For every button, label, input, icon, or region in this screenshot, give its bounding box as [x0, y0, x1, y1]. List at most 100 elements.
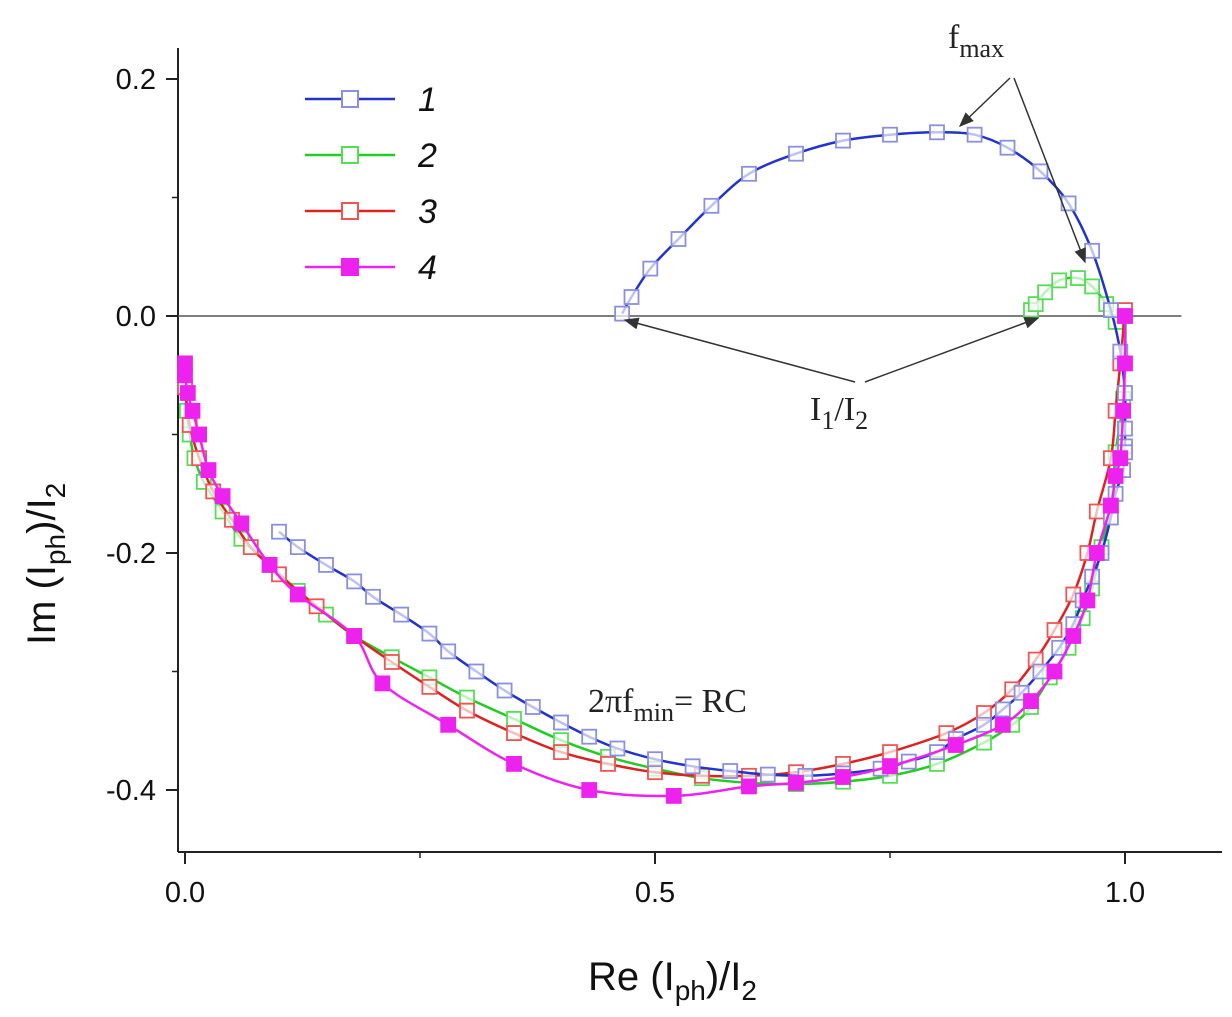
- series-4-point: [1088, 545, 1105, 561]
- series-3-point: [553, 744, 569, 760]
- legend-swatch-marker: [341, 258, 359, 276]
- series-4-point: [741, 778, 757, 795]
- i1i2-arrow-1: [623, 317, 856, 383]
- series-4-point: [1117, 308, 1133, 324]
- legend-item-4: 4: [305, 249, 437, 287]
- series-1-point: [966, 126, 983, 143]
- series-4: [177, 308, 1133, 804]
- series-3-point: [647, 764, 663, 781]
- series-1-point: [741, 165, 757, 182]
- series-1-point: [882, 126, 898, 143]
- series-2-point: [1027, 296, 1044, 313]
- series-3-point: [1046, 622, 1063, 638]
- series-1-point: [346, 573, 363, 590]
- annotation-fmax: fmax: [948, 19, 1086, 264]
- x-axis-title: Re (Iph)/I2: [588, 955, 757, 1006]
- legend-label: 2: [417, 137, 437, 175]
- series-3-point: [383, 654, 400, 670]
- series-4-point: [233, 515, 250, 532]
- y-tick-label: 0.2: [116, 64, 156, 96]
- series-4-point: [374, 675, 391, 692]
- series-1-point: [496, 682, 513, 699]
- series-1-point: [1084, 242, 1100, 259]
- series-2-point: [459, 689, 475, 706]
- series-4-point: [1112, 450, 1129, 467]
- series-1-point: [318, 557, 334, 573]
- series-1-point: [1032, 163, 1049, 180]
- series-3-point: [421, 679, 438, 695]
- series-1-point: [553, 714, 569, 731]
- series-1-point: [994, 701, 1011, 718]
- series-4-point: [835, 769, 851, 785]
- series-4-point: [184, 402, 201, 419]
- series-1-point: [976, 716, 992, 733]
- series-2-point: [506, 711, 522, 727]
- series-4-point: [440, 716, 457, 733]
- y-tick-label: 0.0: [116, 301, 156, 333]
- legend-label: 3: [418, 193, 437, 231]
- svg-text:2πfmin= RC: 2πfmin= RC: [588, 683, 747, 727]
- series-1-point: [647, 751, 663, 768]
- series-4-point: [581, 782, 598, 798]
- series-1-line: [278, 131, 1127, 778]
- series-4-point: [1107, 468, 1124, 484]
- fmax-arrow-1: [958, 77, 1011, 128]
- series-1-point: [524, 699, 541, 715]
- annotation-fmin: 2πfmin= RC: [588, 683, 747, 727]
- series-4-point: [788, 775, 804, 791]
- series-4-point: [1046, 663, 1063, 680]
- series-1-point: [609, 740, 626, 757]
- legend-item-2: 2: [305, 137, 437, 175]
- series-1-point: [722, 763, 739, 779]
- y-axis-title: Im (Iph)/I2: [20, 483, 71, 645]
- series-4-point: [1115, 402, 1131, 419]
- series-4-point: [214, 488, 231, 505]
- series-1-point: [1117, 420, 1133, 437]
- series-4-point: [882, 758, 898, 775]
- series-4-point: [191, 426, 208, 443]
- series-1-point: [670, 231, 687, 247]
- series-4-point: [1023, 693, 1039, 709]
- series-2-point: [1051, 272, 1068, 289]
- series-4-point: [179, 385, 196, 401]
- series-1-point: [623, 289, 640, 305]
- x-tick-label: 0.5: [635, 877, 675, 909]
- series-2-point: [1070, 270, 1086, 287]
- series-4-point: [1079, 592, 1096, 609]
- svg-text:I1/I2: I1/I2: [810, 391, 868, 435]
- series-1-point: [271, 523, 287, 540]
- x-tick-label: 1.0: [1105, 877, 1145, 909]
- legend-item-3: 3: [305, 193, 437, 231]
- series-4-point: [261, 557, 278, 573]
- series-4-point: [994, 716, 1011, 733]
- series-1-point: [929, 124, 945, 141]
- legend-swatch-marker: [341, 146, 359, 164]
- series-1-point: [421, 625, 438, 642]
- axes: 0.2 0.0 -0.2 -0.4 0.0 0.5 1.0: [106, 48, 1222, 909]
- series-1-point: [788, 145, 804, 162]
- series-4-point: [1065, 628, 1082, 644]
- series-3-point: [1088, 503, 1105, 520]
- series-2-point: [1084, 278, 1100, 295]
- series-1-point: [393, 606, 410, 623]
- series-1-point: [759, 766, 776, 783]
- y-tick-label: -0.4: [106, 775, 156, 807]
- series-1-point: [642, 260, 659, 277]
- series-2-point: [976, 734, 992, 751]
- y-tick-label: -0.2: [106, 538, 156, 570]
- series-3-point: [506, 725, 522, 741]
- series-layer: [177, 124, 1133, 804]
- legend-swatch-marker: [341, 202, 359, 220]
- series-1-point: [1051, 639, 1068, 656]
- series-3-point: [882, 744, 898, 760]
- series-1-point: [365, 588, 381, 605]
- series-4-point: [289, 586, 306, 603]
- series-4-point: [947, 737, 964, 753]
- series-1-point: [614, 305, 630, 322]
- series-1-point: [440, 643, 457, 660]
- series-4-point: [177, 355, 193, 372]
- legend-swatch-marker: [341, 90, 359, 108]
- series-3: [177, 302, 1133, 784]
- series-4-point: [346, 628, 363, 644]
